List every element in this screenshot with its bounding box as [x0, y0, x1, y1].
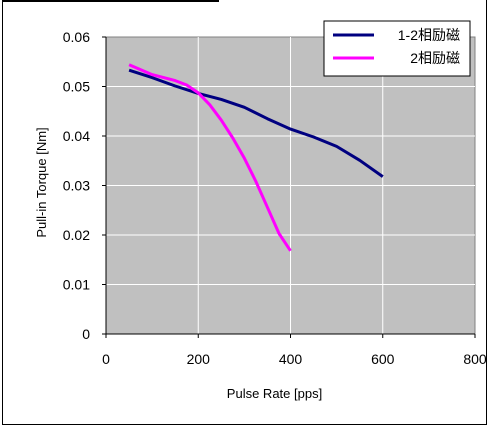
y-tick-label: 0.06 — [63, 29, 90, 45]
x-tick-label: 400 — [279, 351, 303, 367]
legend-label-2: 2相励磁 — [410, 50, 460, 66]
series-line-2 — [128, 63, 292, 252]
y-axis-ticks: 0 0.01 0.02 0.03 0.04 0.05 0.06 — [63, 29, 106, 342]
y-tick-label: 0.03 — [63, 178, 90, 194]
x-tick-label: 200 — [187, 351, 211, 367]
x-tick-label: 600 — [371, 351, 395, 367]
x-tick-label: 800 — [463, 351, 487, 367]
x-tick-label: 0 — [102, 351, 110, 367]
y-tick-label: 0.02 — [63, 227, 90, 243]
legend-box — [323, 20, 471, 77]
x-axis-label: Pulse Rate [pps] — [227, 386, 322, 401]
legend-label-1: 1-2相励磁 — [398, 27, 460, 43]
frame-top-line — [2, 0, 219, 2]
series-lines — [128, 63, 384, 252]
grid-lines — [105, 37, 475, 335]
y-tick-label: 0 — [82, 326, 90, 342]
y-tick-label: 0.01 — [63, 277, 90, 293]
y-tick-label: 0.04 — [63, 128, 90, 144]
y-axis-label: Pull-in Torque [Nm] — [34, 127, 49, 237]
y-tick-label: 0.05 — [63, 79, 90, 95]
series-line-1 — [128, 68, 384, 178]
x-axis-ticks: 0 200 400 600 800 — [102, 334, 487, 367]
legend: 1-2相励磁 2相励磁 — [323, 20, 471, 77]
